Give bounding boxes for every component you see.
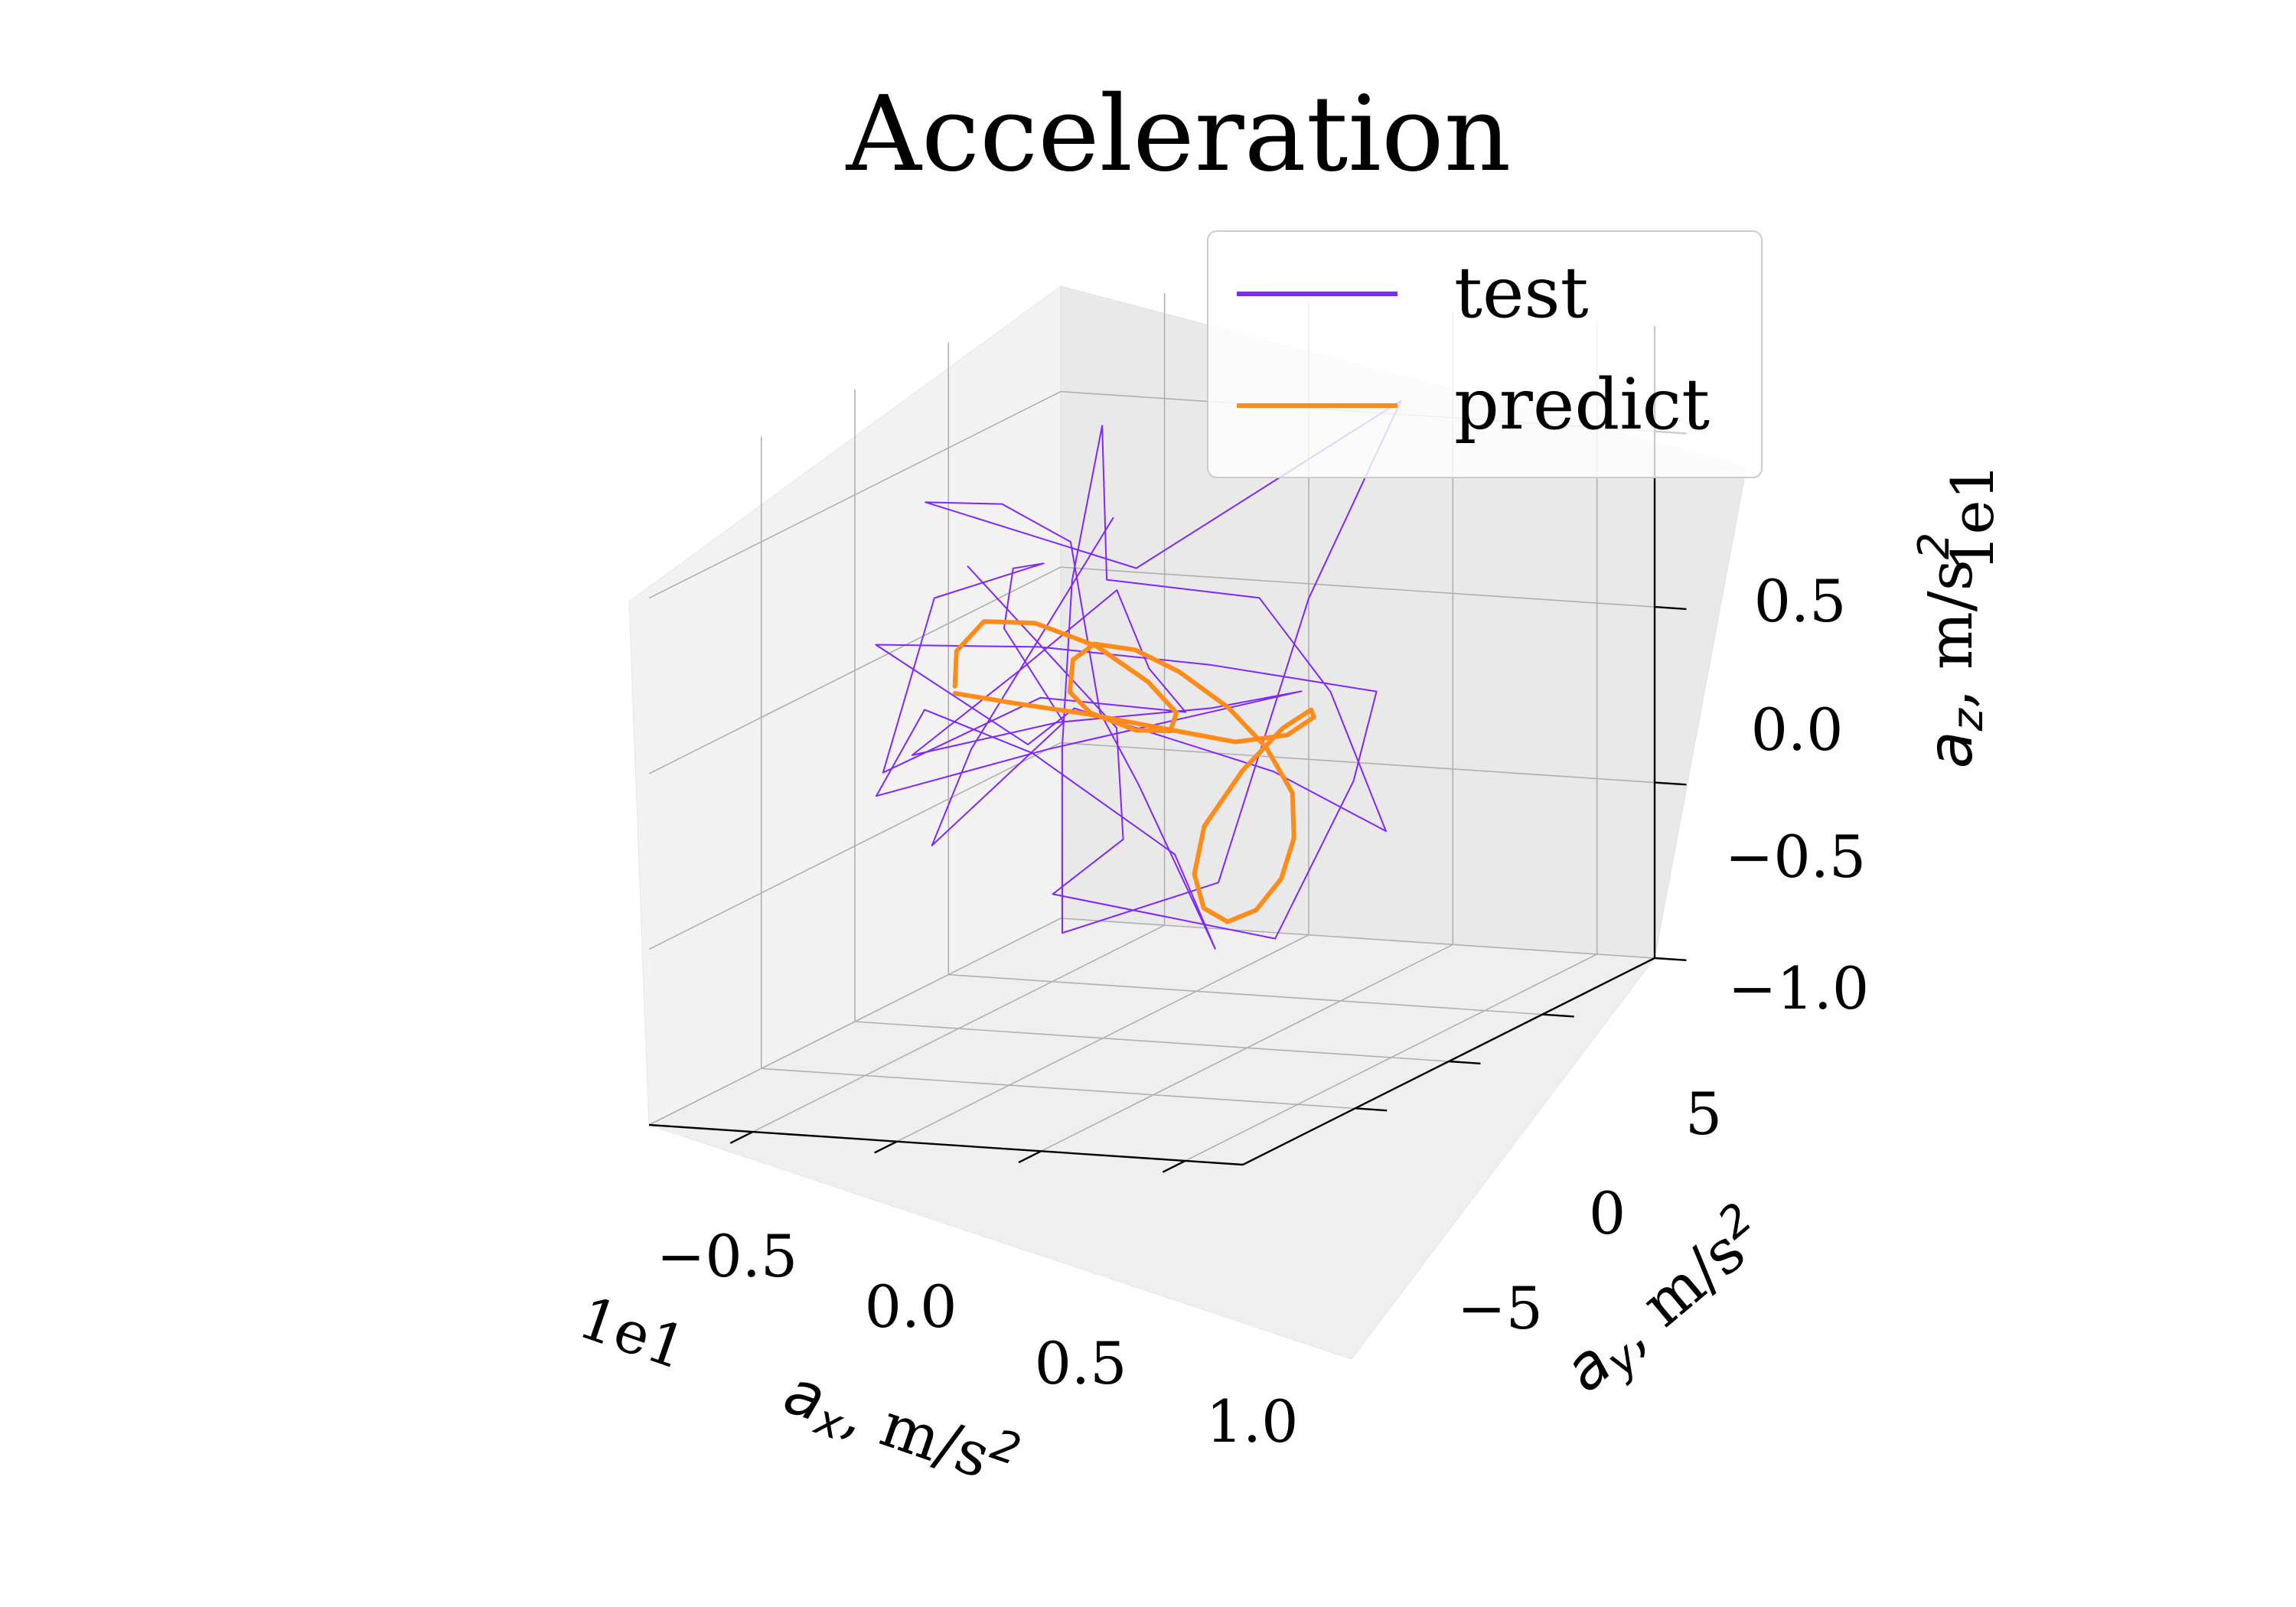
grid-line-z-left	[648, 390, 1062, 599]
chart-title: Acceleration	[846, 74, 1512, 195]
x-tick-label: 1.0	[1206, 1387, 1299, 1455]
z-tick-mark	[1654, 781, 1687, 786]
legend-label-predict: predict	[1454, 363, 1710, 445]
grid-lines	[648, 293, 1655, 1162]
z-tick-mark	[1654, 605, 1687, 611]
grid-line-z-back	[1060, 918, 1655, 959]
z-tick-label: 0.0	[1751, 696, 1844, 764]
series-line-predict	[952, 619, 1316, 924]
z-axis-label: az, m/s2	[1910, 533, 1993, 769]
grid-line-z-left	[648, 918, 1062, 1126]
legend: test predict	[1207, 230, 1763, 478]
x-tick-labels: −0.5 0.0 0.5 1.0	[657, 1222, 1299, 1455]
x-tick-label: −0.5	[657, 1222, 798, 1290]
series-layer	[875, 399, 1402, 950]
z-tick-label: −1.0	[1728, 954, 1870, 1022]
z-offset-text: 1e1	[1939, 463, 2007, 572]
x-tick-mark	[874, 1140, 898, 1154]
y-tick-mark	[1542, 1013, 1574, 1018]
x-tick-label: 0.0	[865, 1273, 957, 1341]
y-tick-label: 5	[1685, 1080, 1722, 1148]
y-tick-label: −5	[1457, 1274, 1543, 1342]
grid-line-y-floor	[854, 1021, 1450, 1062]
y-tick-label: 0	[1589, 1179, 1626, 1247]
z-tick-labels: −1.0 −0.5 0.0 0.5	[1725, 567, 1870, 1022]
grid-line-z-left	[648, 566, 1062, 774]
z-axis-label-sup: 2	[1910, 533, 1959, 560]
z-tick-label: −0.5	[1725, 823, 1867, 891]
z-axis-label-sub: z	[1943, 707, 1993, 732]
grid-line-y-floor	[761, 1068, 1355, 1110]
grid-line-z-left	[648, 742, 1062, 950]
svg-text:az, m/s2: az, m/s2	[1910, 533, 1993, 769]
y-tick-labels: −5 0 5	[1457, 1080, 1722, 1342]
legend-label-test: test	[1454, 252, 1589, 334]
x-axis-line	[648, 1123, 1244, 1166]
grid-line-z-back	[1060, 566, 1655, 608]
z-tick-label: 0.5	[1754, 567, 1847, 635]
x-tick-mark	[729, 1131, 754, 1144]
y-tick-mark	[1448, 1060, 1481, 1064]
grid-line-y-floor	[948, 973, 1543, 1015]
series-line-test	[875, 399, 1402, 950]
x-tick-label: 0.5	[1035, 1329, 1127, 1397]
x-tick-mark	[1018, 1150, 1042, 1164]
z-axis-label-unit: , m/s	[1915, 559, 1986, 709]
z-axis-label-main: a	[1915, 731, 1986, 768]
x-tick-mark	[1162, 1159, 1186, 1173]
y-tick-mark	[1355, 1107, 1388, 1112]
z-tick-mark	[1654, 957, 1687, 961]
